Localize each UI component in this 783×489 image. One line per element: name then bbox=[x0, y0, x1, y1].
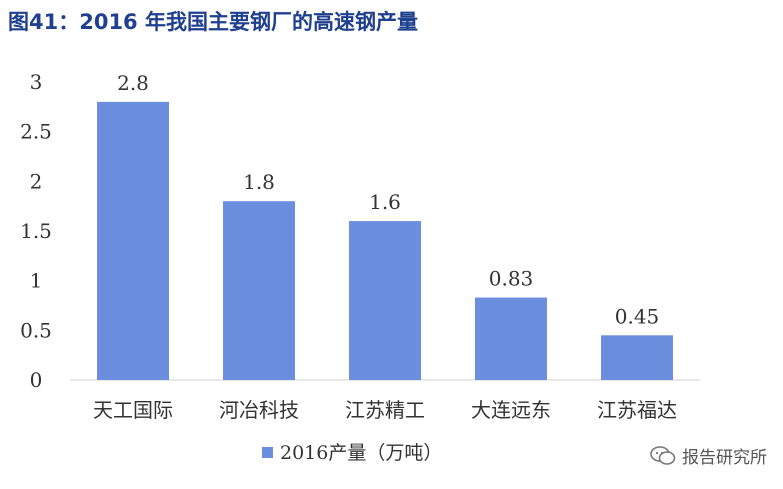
data-label: 1.8 bbox=[243, 170, 275, 194]
data-label: 1.6 bbox=[369, 190, 401, 214]
data-label: 0.45 bbox=[615, 304, 660, 328]
y-axis-ticks: 0 0.5 1 1.5 2 2.5 3 bbox=[20, 70, 52, 392]
category-label: 河冶科技 bbox=[219, 398, 299, 422]
y-tick-label: 2.5 bbox=[20, 120, 52, 144]
wechat-icon bbox=[650, 445, 676, 465]
bar bbox=[475, 297, 547, 380]
y-tick-label: 2 bbox=[30, 169, 43, 193]
y-tick-label: 0 bbox=[30, 368, 43, 392]
category-labels: 天工国际 河冶科技 江苏精工 大连远东 江苏福达 bbox=[93, 398, 677, 422]
legend-label: 2016产量（万吨） bbox=[280, 442, 442, 464]
y-tick-label: 1.5 bbox=[20, 219, 52, 243]
y-tick-label: 3 bbox=[30, 70, 43, 94]
y-tick-label: 0.5 bbox=[20, 318, 52, 342]
category-label: 大连远东 bbox=[471, 398, 551, 422]
category-label: 天工国际 bbox=[93, 398, 173, 422]
data-labels: 2.8 1.8 1.6 0.83 0.45 bbox=[117, 71, 659, 328]
bars bbox=[97, 101, 673, 380]
bar bbox=[223, 201, 295, 380]
chart-title: 图41：2016 年我国主要钢厂的高速钢产量 bbox=[8, 10, 418, 34]
category-label: 江苏福达 bbox=[597, 398, 677, 422]
y-tick-label: 1 bbox=[30, 269, 43, 293]
bar bbox=[97, 101, 169, 380]
bar bbox=[601, 335, 673, 380]
legend-swatch bbox=[262, 447, 273, 458]
watermark-text: 报告研究所 bbox=[682, 448, 767, 468]
category-label: 江苏精工 bbox=[345, 398, 425, 422]
data-label: 0.83 bbox=[489, 267, 534, 291]
bar bbox=[349, 221, 421, 380]
watermark: 报告研究所 bbox=[650, 443, 767, 468]
legend: 2016产量（万吨） bbox=[262, 442, 442, 464]
data-label: 2.8 bbox=[117, 71, 149, 95]
